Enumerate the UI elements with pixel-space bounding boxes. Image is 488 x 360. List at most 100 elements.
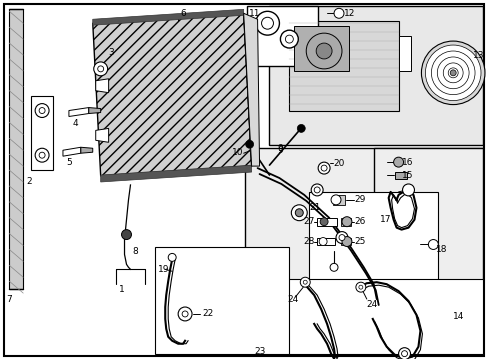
Circle shape — [318, 162, 329, 174]
Text: 10: 10 — [231, 148, 243, 157]
Circle shape — [39, 152, 45, 158]
Circle shape — [182, 311, 188, 317]
Circle shape — [427, 239, 437, 249]
Text: 1: 1 — [118, 285, 124, 294]
Polygon shape — [243, 13, 259, 166]
Text: 2: 2 — [26, 177, 32, 186]
Text: 4: 4 — [73, 119, 79, 128]
Polygon shape — [96, 79, 108, 93]
Circle shape — [98, 66, 103, 72]
Bar — [332, 195, 344, 205]
Bar — [244, 279, 482, 354]
Circle shape — [295, 209, 303, 217]
Circle shape — [280, 30, 298, 48]
Polygon shape — [101, 165, 251, 182]
Text: 6: 6 — [180, 9, 185, 18]
Text: 8: 8 — [132, 247, 138, 256]
Text: 14: 14 — [452, 312, 464, 321]
Text: 26: 26 — [353, 217, 365, 226]
Bar — [394, 172, 406, 179]
Circle shape — [425, 45, 480, 100]
Circle shape — [449, 70, 455, 76]
Bar — [308, 192, 437, 301]
Text: 12: 12 — [343, 9, 355, 18]
Text: 29: 29 — [353, 195, 365, 204]
Polygon shape — [69, 108, 89, 117]
Circle shape — [329, 264, 337, 271]
Text: 19: 19 — [158, 265, 169, 274]
Circle shape — [355, 282, 365, 292]
Text: 27: 27 — [303, 217, 314, 226]
Text: 24: 24 — [287, 294, 298, 303]
Text: 25: 25 — [353, 237, 365, 246]
Circle shape — [436, 57, 468, 89]
Circle shape — [261, 17, 273, 29]
Circle shape — [319, 238, 326, 246]
Text: 3: 3 — [108, 49, 114, 58]
Circle shape — [94, 62, 107, 76]
Circle shape — [291, 205, 306, 221]
Circle shape — [316, 43, 331, 59]
Circle shape — [401, 351, 407, 357]
Circle shape — [398, 348, 409, 360]
Bar — [31, 96, 53, 170]
Text: 20: 20 — [332, 159, 344, 168]
Circle shape — [300, 277, 309, 287]
Circle shape — [341, 217, 351, 227]
Bar — [373, 148, 482, 309]
Text: 23: 23 — [254, 347, 265, 356]
Polygon shape — [96, 129, 108, 142]
Polygon shape — [93, 9, 243, 25]
Circle shape — [321, 165, 326, 171]
Circle shape — [335, 231, 347, 243]
Bar — [340, 238, 350, 246]
Text: 15: 15 — [401, 171, 412, 180]
Bar — [269, 6, 482, 145]
Polygon shape — [63, 147, 81, 156]
Circle shape — [35, 148, 49, 162]
Bar — [155, 247, 289, 354]
Text: 9: 9 — [277, 146, 283, 155]
Circle shape — [35, 104, 49, 117]
Text: 24: 24 — [366, 300, 377, 309]
Circle shape — [313, 187, 320, 193]
Text: 7: 7 — [6, 294, 12, 303]
Text: 21: 21 — [308, 203, 320, 212]
Text: 16: 16 — [401, 158, 412, 167]
Text: 9: 9 — [277, 144, 283, 153]
Bar — [289, 21, 398, 111]
Text: 28: 28 — [303, 237, 314, 246]
Text: 11: 11 — [248, 9, 260, 18]
Bar — [317, 238, 334, 246]
Circle shape — [421, 41, 484, 105]
Text: 22: 22 — [202, 310, 213, 319]
Text: 13: 13 — [472, 51, 484, 60]
Circle shape — [333, 8, 343, 18]
Circle shape — [447, 68, 457, 78]
Circle shape — [39, 108, 45, 113]
Circle shape — [310, 184, 323, 196]
Polygon shape — [9, 9, 23, 289]
Circle shape — [320, 218, 327, 226]
Circle shape — [358, 285, 362, 289]
Circle shape — [341, 237, 351, 247]
Circle shape — [178, 307, 192, 321]
Polygon shape — [81, 147, 93, 153]
Circle shape — [338, 235, 344, 240]
Text: 5: 5 — [66, 158, 72, 167]
Circle shape — [442, 63, 462, 83]
Circle shape — [285, 35, 293, 43]
Bar — [294, 26, 348, 71]
Circle shape — [330, 195, 340, 205]
Circle shape — [402, 184, 414, 196]
Polygon shape — [89, 108, 101, 113]
Bar — [398, 36, 409, 71]
Circle shape — [305, 33, 341, 69]
Text: 17: 17 — [379, 215, 390, 224]
Polygon shape — [257, 165, 388, 329]
Circle shape — [393, 157, 403, 167]
Circle shape — [122, 230, 131, 239]
Circle shape — [430, 51, 474, 95]
Bar — [246, 6, 318, 66]
Bar — [340, 218, 350, 226]
